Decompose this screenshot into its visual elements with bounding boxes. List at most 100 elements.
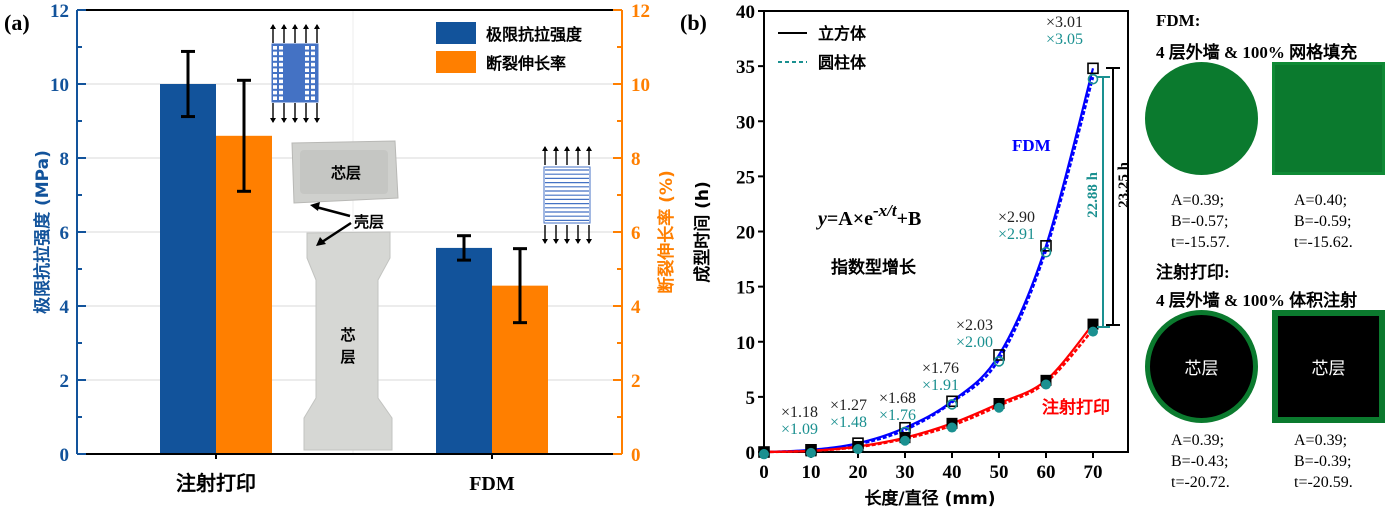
arrowhead	[564, 239, 570, 244]
y-tick-label: 0	[746, 443, 756, 464]
arrowhead	[575, 146, 581, 151]
lattice-cell	[279, 96, 283, 100]
lattice-cell	[279, 51, 283, 56]
arrowhead	[586, 146, 592, 151]
y-tick-label: 30	[736, 112, 755, 133]
y-tick-label: 20	[736, 223, 755, 244]
lattice-cell	[273, 51, 277, 56]
lattice-cell	[305, 85, 309, 89]
marker-fdm-cube	[1087, 62, 1099, 75]
marker-injection-cylinder	[900, 435, 910, 446]
lattice-cell	[305, 68, 309, 72]
y-tick-label-left: 8	[60, 149, 70, 170]
injection-header: 注射打印:	[1156, 263, 1230, 282]
arrowhead	[553, 146, 559, 151]
lattice-cell	[273, 62, 277, 67]
photo-core-bottom-label-2: 层	[340, 348, 355, 366]
lattice-cell	[279, 74, 283, 78]
fdm-cube-params: A=0.40; B=-0.59; t=-15.62.	[1294, 192, 1353, 251]
y-tick-label-right: 10	[631, 75, 650, 96]
ratio-label-cylinder: ×3.05	[1046, 31, 1083, 48]
x-tick-label: 40	[943, 462, 962, 483]
marker-fdm-cylinder	[993, 356, 1005, 367]
bar	[436, 247, 492, 454]
svg-text:22.88 h: 22.88 h	[1085, 171, 1101, 218]
lattice-cell	[311, 90, 315, 95]
lattice-cell	[311, 68, 315, 72]
y-tick-label: 5	[746, 388, 756, 409]
y-axis-label-b: 成型时间 (h)	[692, 181, 713, 283]
lattice-cell	[273, 90, 277, 95]
marker-injection-cylinder	[1041, 379, 1051, 390]
lattice-cell	[273, 79, 277, 84]
panel-label-b: (b)	[680, 10, 707, 35]
lattice-cell	[273, 74, 277, 78]
x-tick-label: FDM	[469, 473, 515, 495]
specimen-photo: 芯层 壳层 芯 层	[291, 140, 399, 451]
marker-fdm-cube	[1040, 240, 1052, 252]
marker-injection-cylinder	[806, 447, 816, 458]
marker-fdm-cube	[993, 349, 1005, 361]
curve-label-fdm: FDM	[1012, 136, 1051, 155]
fdm-subheader: 4 层外墙 & 100% 网格填充	[1156, 43, 1358, 62]
fdm-schematic-icon	[542, 146, 592, 244]
injection-subheader: 4 层外墙 & 100% 体积注射	[1156, 291, 1358, 310]
y-tick-label-left: 6	[60, 223, 70, 244]
legend-swatch-elongation	[436, 51, 476, 73]
lattice-cell	[279, 57, 283, 61]
arrowhead	[314, 24, 320, 29]
y-tick-label-left: 4	[60, 297, 70, 318]
arrowhead	[575, 239, 581, 244]
lattice-cell	[311, 74, 315, 78]
injection-cylinder-core-label: 芯层	[1184, 359, 1219, 379]
lattice-cell	[273, 57, 277, 61]
lattice-cell	[311, 79, 315, 84]
lattice-cell	[305, 62, 309, 67]
panel-label-a: (a)	[4, 10, 30, 35]
legend-label-strength: 极限抗拉强度	[486, 25, 583, 44]
y-tick-label: 40	[736, 2, 755, 23]
arrowhead	[586, 239, 592, 244]
arrowhead	[542, 146, 548, 151]
lattice-cell	[273, 46, 277, 50]
ratio-label-cylinder: ×1.76	[879, 407, 916, 424]
legend-label-cube: 立方体	[818, 24, 867, 43]
marker-injection-cylinder	[1088, 326, 1098, 337]
x-tick-label: 20	[849, 462, 868, 483]
x-tick-label: 70	[1084, 462, 1103, 483]
ratio-label-cube: ×2.03	[956, 317, 993, 334]
x-tick-label: 50	[990, 462, 1009, 483]
y-axis-label-right: 断裂伸长率 (%)	[656, 170, 677, 294]
fdm-header: FDM:	[1156, 11, 1201, 30]
ratio-label-cylinder: ×2.91	[998, 226, 1035, 243]
y-tick-label-right: 0	[631, 445, 641, 466]
ratio-label-cylinder: ×1.09	[781, 421, 818, 438]
lattice-cell	[279, 79, 283, 84]
y-tick-label-right: 8	[631, 149, 641, 170]
y-tick-label: 35	[736, 57, 755, 78]
y-tick-label-right: 4	[631, 297, 641, 318]
photo-core-top-label: 芯层	[331, 164, 361, 182]
right-panel: FDM: 4 层外墙 & 100% 网格填充 A=0.39; B=-0.57; …	[1130, 0, 1386, 515]
y-tick-label-right: 6	[631, 223, 641, 244]
lattice-cell	[305, 90, 309, 95]
injection-cube-core-label: 芯层	[1311, 359, 1346, 379]
lattice-cell	[273, 85, 277, 89]
injection-schematic-icon	[270, 24, 320, 123]
lattice-cell	[311, 46, 315, 50]
ratio-label-cube: ×1.76	[922, 360, 959, 377]
x-axis-label-b: 长度/直径 (mm)	[864, 488, 995, 509]
x-tick-label: 30	[896, 462, 915, 483]
fdm-cylinder-shape	[1145, 62, 1258, 175]
arrowhead	[281, 24, 287, 29]
marker-fdm-cylinder	[1040, 246, 1052, 258]
photo-shell-label: 壳层	[353, 213, 384, 231]
lattice-cell	[273, 96, 277, 100]
y-tick-label-left: 2	[60, 371, 70, 392]
arrowhead	[270, 118, 276, 123]
y-tick-label-right: 2	[631, 371, 641, 392]
arrowhead	[292, 24, 298, 29]
lattice-cell	[279, 90, 283, 95]
arrowhead	[270, 24, 276, 29]
marker-injection-cylinder	[994, 402, 1004, 413]
